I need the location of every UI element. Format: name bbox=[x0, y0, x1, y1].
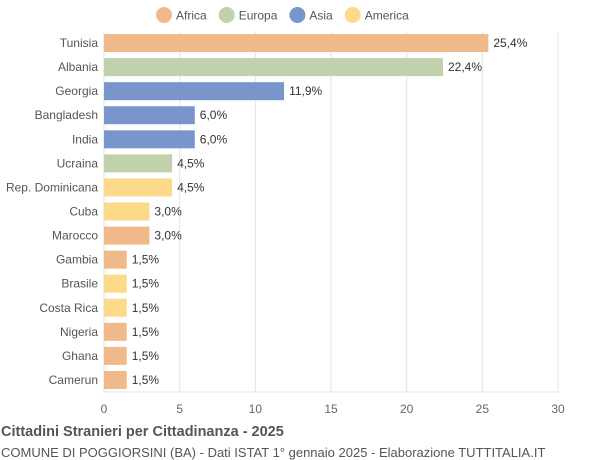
category-label: Nigeria bbox=[60, 325, 98, 339]
category-label: Gambia bbox=[56, 253, 98, 267]
x-tick-label: 10 bbox=[249, 402, 263, 416]
bar-brasile bbox=[104, 274, 127, 293]
bar-costa-rica bbox=[104, 298, 127, 317]
data-label: 1,5% bbox=[132, 301, 160, 315]
legend-marker-america bbox=[344, 7, 361, 23]
bar-georgia bbox=[104, 82, 285, 101]
data-label: 22,4% bbox=[448, 60, 482, 74]
category-label: Costa Rica bbox=[39, 301, 98, 315]
bar-cuba bbox=[104, 202, 150, 221]
data-label: 1,5% bbox=[132, 253, 160, 267]
category-label: Cuba bbox=[69, 205, 98, 219]
data-label: 4,5% bbox=[177, 180, 205, 194]
data-label: 11,9% bbox=[289, 84, 322, 98]
bar-rep-dominicana bbox=[104, 178, 173, 197]
bar-bangladesh bbox=[104, 106, 195, 125]
data-label: 1,5% bbox=[132, 325, 160, 339]
bar-chart: 0 5 10 15 20 25 30 Tunisia 25,4% Albania 22,4% Geor… bbox=[6, 7, 565, 416]
data-label: 1,5% bbox=[132, 349, 160, 363]
data-label: 1,5% bbox=[132, 373, 160, 387]
legend-label-asia: Asia bbox=[309, 9, 333, 23]
category-label: Bangladesh bbox=[35, 108, 98, 122]
bar-tunisia bbox=[104, 34, 489, 53]
data-label: 6,0% bbox=[200, 108, 228, 122]
category-label: Georgia bbox=[55, 84, 98, 98]
data-label: 4,5% bbox=[177, 156, 205, 170]
chart-subtitle: COMUNE DI POGGIORSINI (BA) - Dati ISTAT … bbox=[1, 445, 546, 460]
legend-label-america: America bbox=[365, 9, 409, 23]
legend-label-africa: Africa bbox=[176, 9, 207, 23]
data-label: 3,0% bbox=[154, 229, 182, 243]
legend-marker-europa bbox=[218, 7, 235, 23]
category-label: Ghana bbox=[62, 349, 98, 363]
x-tick-label: 5 bbox=[176, 402, 183, 416]
bar-camerun bbox=[104, 370, 127, 389]
category-label: Marocco bbox=[52, 229, 98, 243]
bar-albania bbox=[104, 58, 443, 77]
bar-gambia bbox=[104, 250, 127, 269]
data-label: 3,0% bbox=[154, 205, 182, 219]
category-label: Ucraina bbox=[57, 156, 99, 170]
category-label: Camerun bbox=[49, 373, 98, 387]
bar-marocco bbox=[104, 226, 150, 245]
bar-ghana bbox=[104, 346, 127, 365]
category-label: Brasile bbox=[61, 277, 98, 291]
data-label: 25,4% bbox=[493, 36, 527, 50]
x-tick-label: 20 bbox=[400, 402, 414, 416]
bar-nigeria bbox=[104, 322, 127, 341]
category-label: Rep. Dominicana bbox=[6, 180, 98, 194]
legend-label-europa: Europa bbox=[239, 9, 278, 23]
x-tick-label: 30 bbox=[551, 402, 565, 416]
x-tick-label: 25 bbox=[476, 402, 490, 416]
data-label: 1,5% bbox=[132, 277, 160, 291]
category-label: India bbox=[72, 132, 98, 146]
data-label: 6,0% bbox=[200, 132, 228, 146]
x-tick-label: 15 bbox=[324, 402, 338, 416]
chart-title: Cittadini Stranieri per Cittadinanza - 2… bbox=[1, 424, 284, 440]
category-label: Tunisia bbox=[60, 36, 99, 50]
bar-ucraina bbox=[104, 154, 173, 173]
legend-marker-asia bbox=[289, 7, 306, 23]
x-tick-label: 0 bbox=[101, 402, 108, 416]
category-label: Albania bbox=[58, 60, 98, 74]
legend-marker-africa bbox=[156, 7, 172, 23]
bar-india bbox=[104, 130, 195, 149]
